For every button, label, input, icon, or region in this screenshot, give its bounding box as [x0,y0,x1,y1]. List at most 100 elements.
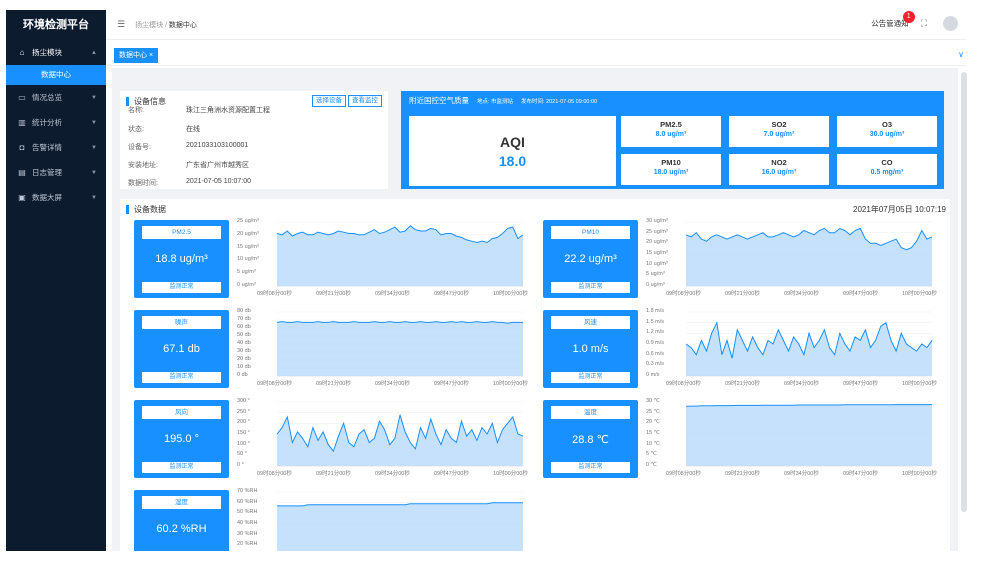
chart-svg [276,401,524,467]
series-line [276,414,524,453]
chart-svg [685,311,933,377]
series-area [277,414,523,466]
sidebar-item-log[interactable]: ▤ 日志管理 ▼ [6,160,106,185]
x-tick-label: 09时21分00秒 [725,471,760,477]
pollutant-value: 30.0 ug/m³ [869,131,905,138]
row-key: 状态: [128,126,144,133]
pollutant-value: 18.0 ug/m³ [653,169,689,176]
row-key: 安装地址: [128,162,158,169]
metric-status: 监测正常 [551,462,630,473]
metric-card-pm25: PM2.5 18.8 ug/m³ 监测正常 [134,220,229,298]
device-info-card: 设备信息 选择设备 查看监控 名称: 珠江三角洲水资源配置工程 状态: 在线 设备号… [120,91,388,189]
chart-noise: 0 db 10 db 20 db 30 db 40 db 50 db 60 db 70 db 8… [237,308,528,388]
aqi-label: AQI [500,134,525,150]
sidebar-item-stats[interactable]: ▥ 统计分析 ▼ [6,110,106,135]
row-key: 设备号: [128,144,151,151]
chevron-down-icon: ▼ [91,94,97,101]
x-tick-label: 09时47分00秒 [434,381,469,387]
chart-svg [276,311,523,377]
air-quality-title: 附近国控空气质量 [409,96,469,105]
sidebar: 环境检测平台 ⌂ 扬尘模块 ▲ 数据中心 ▭ 情况总览 ▼ ▥ 统计分析 ▼ ◘… [6,10,106,551]
y-tick-label: 100 ° [237,440,250,447]
y-tick-label: 0 m/s [646,372,660,378]
tabs-bar: 数据中心 × ∨ [106,40,966,66]
y-tick-label: 20 ℃ [646,419,660,426]
avatar[interactable] [943,16,958,31]
y-tick-label: 30 db [237,348,251,354]
chevron-down-icon: ▼ [91,169,97,176]
notice-button[interactable]: 公告管通知 1 [871,11,915,29]
y-tick-label: 5 ℃ [646,451,657,458]
device-row-name: 名称: 珠江三角洲水资源配置工程 [128,105,270,115]
y-tick-label: 70 %RH [237,488,258,494]
sidebar-subitem-data-center[interactable]: 数据中心 [6,65,106,85]
sidebar-item-bigscreen[interactable]: ▣ 数据大屏 ▼ [6,185,106,210]
row-value: 2021-07-05 10:07:00 [186,178,251,185]
chevron-down-icon[interactable]: ∨ [958,50,964,59]
y-tick-label: 10 ug/m³ [237,256,259,263]
y-tick-label: 200 ° [237,419,250,426]
y-tick-label: 20 db [237,356,251,362]
hamburger-icon[interactable]: ☰ [117,19,126,29]
view-monitor-button[interactable]: 查看监控 [348,95,382,107]
x-tick-label: 09时34分00秒 [784,381,819,387]
scrollbar[interactable] [961,72,967,512]
fullscreen-icon[interactable]: ⛶ [920,18,927,28]
app-logo: 环境检测平台 [23,19,89,31]
y-tick-label: 0 db [237,372,248,378]
y-tick-label: 0.9 m/s [646,340,665,346]
y-tick-label: 20 %RH [237,541,258,548]
pollutant-name: SO2 [771,120,787,129]
metric-value: 18.8 ug/m³ [155,253,208,265]
y-tick-label: 250 ° [237,408,250,415]
y-tick-label: 15 ug/m³ [237,243,259,250]
row-key: 数据时间: [128,180,158,187]
metric-name: 湿度 [142,496,221,509]
x-tick-label: 09时47分00秒 [843,381,878,387]
series-line [276,321,523,324]
y-tick-label: 0 ug/m³ [646,282,665,288]
sidebar-item-overview[interactable]: ▭ 情况总览 ▼ [6,85,106,110]
y-tick-label: 0.3 m/s [646,361,665,368]
pollutant-pm10: PM10 18.0 ug/m³ [621,154,721,185]
y-tick-label: 150 ° [237,430,250,436]
pollutant-no2: NO2 16.0 ug/m³ [729,154,829,185]
y-tick-label: 10 ug/m³ [646,260,668,267]
pollutant-name: PM2.5 [660,120,682,129]
y-tick-label: 50 ° [237,451,247,458]
sidebar-item-dust[interactable]: ⌂ 扬尘模块 ▲ [6,40,106,65]
chart-svg [685,221,933,287]
series-area [277,225,523,286]
x-tick-label: 09时21分00秒 [316,471,351,477]
top-bar: ☰ 扬尘模块 / 数据中心 公告管通知 1 ⛶ [106,10,966,40]
device-row-id: 设备号: 2021033103100001 [128,142,248,152]
y-tick-label: 0.6 m/s [646,350,665,357]
notice-label: 公告管通知 [871,19,909,28]
x-tick-label: 09时34分00秒 [375,381,410,387]
metric-status: 监测正常 [551,372,630,383]
close-icon[interactable]: × [148,52,154,59]
device-info-title: 设备信息 [126,97,166,106]
metric-card-pm10: PM10 22.2 ug/m³ 监测正常 [543,220,638,298]
select-device-button[interactable]: 选择设备 [312,95,346,107]
metric-status: 监测正常 [142,462,221,473]
row-key: 名称: [128,107,144,114]
sidebar-item-alarm[interactable]: ◘ 告警详情 ▼ [6,135,106,160]
y-tick-label: 1.2 m/s [646,329,665,336]
pollutant-so2: SO2 7.0 ug/m³ [729,116,829,147]
y-tick-label: 20 ug/m³ [237,230,259,237]
pollutant-value: 7.0 ug/m³ [763,131,795,138]
pollutant-name: O3 [881,120,892,129]
chevron-down-icon: ▼ [91,144,97,151]
x-tick-label: 09时47分00秒 [843,471,878,477]
y-tick-label: 30 %RH [237,530,258,537]
y-tick-label: 50 %RH [237,509,258,516]
x-tick-label: 09时21分00秒 [316,291,351,297]
y-tick-label: 0 ° [237,462,244,468]
air-quality-card: 附近国控空气质量 地点: 市监测站 发布时间: 2021-07-05 09:00… [401,91,944,189]
tab-data-center[interactable]: 数据中心 × [114,48,159,63]
pollutant-value: 16.0 ug/m³ [761,169,797,176]
breadcrumb-parent[interactable]: 扬尘模块 [135,21,164,29]
x-tick-label: 09时08分00秒 [257,291,292,297]
